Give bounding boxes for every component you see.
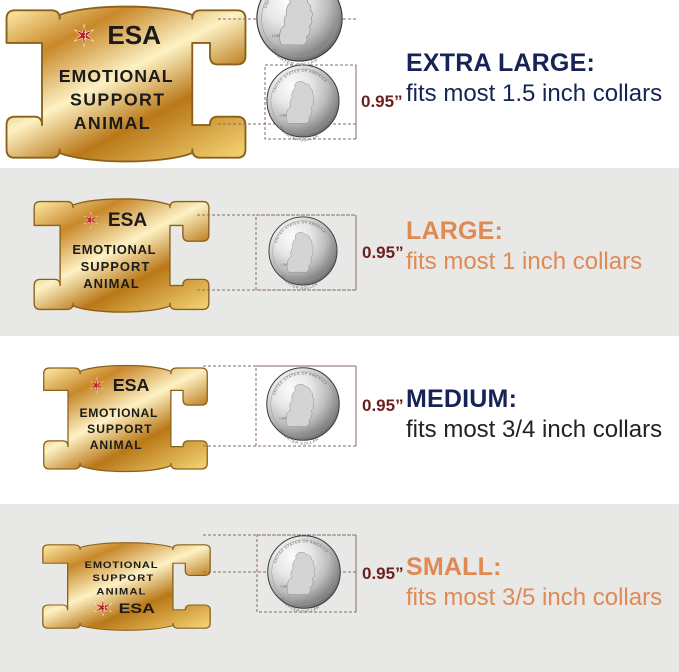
svg-text:0.95”: 0.95”	[361, 92, 403, 111]
svg-text:0.95”: 0.95”	[362, 564, 404, 583]
svg-text:0.95”: 0.95”	[362, 396, 404, 415]
svg-text:0.95”: 0.95”	[362, 243, 404, 262]
